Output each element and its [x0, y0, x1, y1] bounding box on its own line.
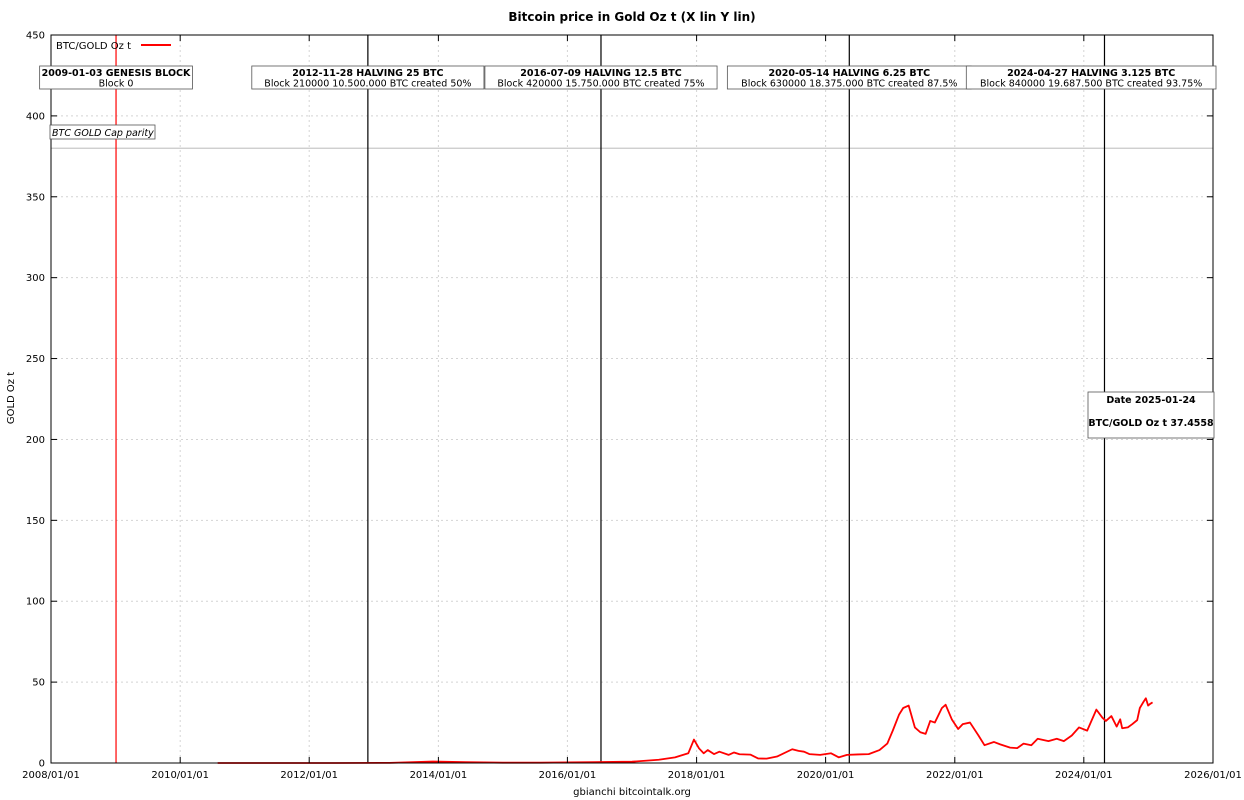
series-group [217, 697, 1154, 764]
event-label-box [39, 65, 193, 90]
x-tick-label: 2010/01/01 [151, 770, 209, 781]
event-label-box [965, 65, 1217, 90]
y-tick-label: 250 [26, 354, 45, 365]
y-tick-label: 300 [26, 273, 45, 284]
x-tick-label: 2016/01/01 [539, 770, 597, 781]
y-tick-label: 200 [26, 435, 45, 446]
event-label-detail: Block 840000 19.687.500 BTC created 93.7… [980, 79, 1202, 90]
axis-ticks: 0 50 100 150 200 250 300 350 400 450 2008/01/01 201… [22, 31, 1242, 782]
legend: BTC/GOLD Oz t [56, 41, 171, 52]
x-tick-label: 2022/01/01 [926, 770, 984, 781]
info-box [1087, 391, 1215, 439]
x-tick-label: 2020/01/01 [797, 770, 855, 781]
x-tick-label: 2024/01/01 [1055, 770, 1113, 781]
y-tick-label: 0 [39, 759, 45, 770]
event-label-title: 2016-07-09 HALVING 12.5 BTC [520, 68, 682, 79]
annotation-labels: BTC GOLD Cap parity 2009-01-03 GENESIS BL… [39, 65, 1217, 439]
x-tick-label: 2008/01/01 [22, 770, 80, 781]
y-axis-label: GOLD Oz t [6, 372, 17, 424]
cap-parity-label-box [49, 124, 156, 140]
event-label-detail: Block 630000 18.375.000 BTC created 87.5… [741, 79, 957, 90]
y-tick-label: 100 [26, 597, 45, 608]
chart-title: Bitcoin price in Gold Oz t (X lin Y lin) [508, 10, 755, 24]
event-label-detail: Block 0 [99, 79, 134, 90]
info-box-date: Date 2025-01-24 [1106, 395, 1196, 406]
x-tick-label: 2026/01/01 [1184, 770, 1242, 781]
y-tick-label: 50 [32, 678, 45, 689]
event-label-title: 2009-01-03 GENESIS BLOCK [42, 68, 191, 79]
cap-parity-label: BTC GOLD Cap parity [52, 128, 154, 139]
y-tick-label: 400 [26, 111, 45, 122]
info-box-value: BTC/GOLD Oz t 37.4558 [1088, 418, 1214, 429]
x-axis-label: gbianchi bitcointalk.org [573, 787, 691, 798]
x-tick-label: 2014/01/01 [410, 770, 468, 781]
event-label-title: 2020-05-14 HALVING 6.25 BTC [769, 68, 931, 79]
series-line-0 [217, 697, 1154, 764]
legend-entry-label: BTC/GOLD Oz t [56, 41, 131, 52]
event-label-detail: Block 420000 15.750.000 BTC created 75% [497, 79, 704, 90]
plot-frame [50, 34, 1214, 764]
x-tick-label: 2018/01/01 [668, 770, 726, 781]
y-tick-label: 350 [26, 192, 45, 203]
event-label-detail: Block 210000 10.500.000 BTC created 50% [264, 79, 471, 90]
event-label-box [484, 65, 718, 90]
event-label-title: 2024-04-27 HALVING 3.125 BTC [1007, 68, 1175, 79]
event-label-box [251, 65, 485, 90]
x-tick-label: 2012/01/01 [280, 770, 338, 781]
y-tick-label: 450 [26, 31, 45, 42]
event-lines [115, 35, 1106, 763]
y-tick-label: 150 [26, 516, 45, 527]
event-label-title: 2012-11-28 HALVING 25 BTC [292, 68, 443, 79]
grid [51, 35, 1213, 763]
